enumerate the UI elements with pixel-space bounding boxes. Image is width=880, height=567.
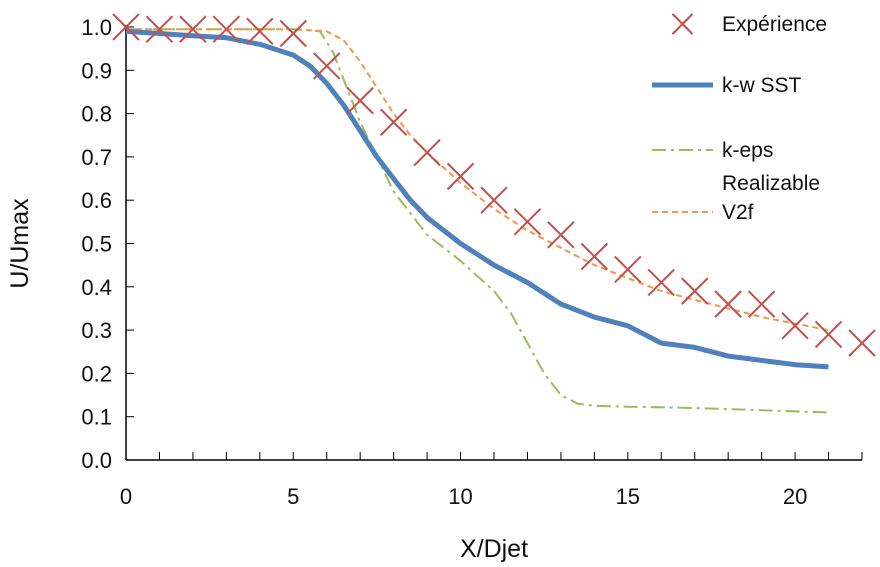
- y-tick-label: 0.8: [81, 102, 112, 127]
- y-tick-label: 0.6: [81, 188, 112, 213]
- data-point-x-marker: [816, 321, 842, 347]
- x-tick-label: 15: [616, 484, 640, 509]
- data-point-x-marker: [314, 53, 340, 79]
- y-tick-label: 0.9: [81, 58, 112, 83]
- legend-label: k-eps: [722, 139, 773, 162]
- data-point-x-marker: [247, 18, 273, 44]
- legend-label: Expérience: [722, 13, 827, 36]
- legend: Expérience k-w SST k-eps Realizable V2f: [652, 13, 827, 224]
- y-tick-label: 0.1: [81, 405, 112, 430]
- y-axis-title: U/Umax: [6, 198, 34, 289]
- legend-label: Realizable: [722, 172, 820, 195]
- data-point-x-marker: [548, 222, 574, 248]
- y-tick-label: 0.3: [81, 318, 112, 343]
- data-point-x-marker: [414, 140, 440, 166]
- x-tick-label: 0: [120, 484, 132, 509]
- y-tick-label: 0.7: [81, 145, 112, 170]
- data-point-x-marker: [715, 291, 741, 317]
- legend-label: V2f: [722, 201, 754, 224]
- data-point-x-marker: [514, 209, 540, 235]
- y-tick-label: 1.0: [81, 15, 112, 40]
- y-tick-label: 0.0: [81, 448, 112, 473]
- y-tick-label: 0.5: [81, 232, 112, 257]
- tick-labels: 0 5 10 15 20 0.0 0.1 0.2 0.3 0.4 0.5 0.6 0.7 0.8 0.9 1.…: [81, 15, 807, 509]
- x-tick-label: 20: [783, 484, 807, 509]
- legend-label: k-w SST: [722, 74, 802, 97]
- data-point-x-marker: [280, 20, 306, 46]
- data-point-x-marker: [481, 187, 507, 213]
- data-point-x-marker: [381, 109, 407, 135]
- x-tick-label: 5: [287, 484, 299, 509]
- data-point-x-marker: [448, 163, 474, 189]
- y-tick-label: 0.2: [81, 361, 112, 386]
- x-tick-label: 10: [448, 484, 472, 509]
- x-axis-title: X/Djet: [460, 535, 528, 563]
- data-point-x-marker: [749, 291, 775, 317]
- y-tick-label: 0.4: [81, 275, 112, 300]
- data-point-x-marker: [615, 256, 641, 282]
- data-point-x-marker: [682, 278, 708, 304]
- data-point-x-marker: [849, 330, 875, 356]
